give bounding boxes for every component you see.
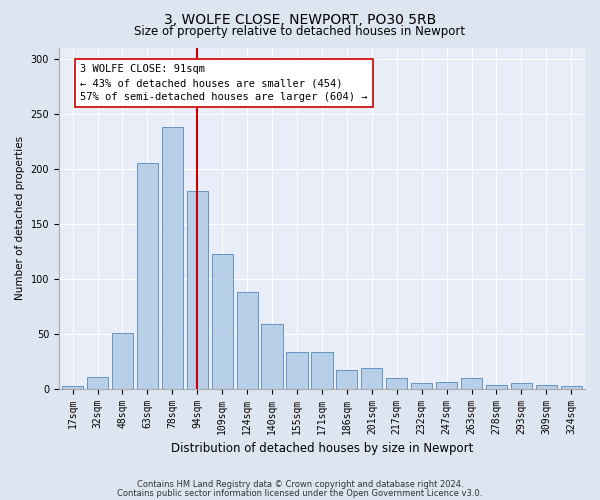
Bar — [62, 386, 83, 388]
Bar — [162, 126, 183, 388]
Bar — [511, 383, 532, 388]
Bar — [212, 254, 233, 388]
Bar — [262, 324, 283, 388]
Bar — [361, 368, 382, 388]
Bar — [87, 376, 108, 388]
Bar — [486, 386, 507, 388]
Bar — [436, 382, 457, 388]
Text: Contains public sector information licensed under the Open Government Licence v3: Contains public sector information licen… — [118, 489, 482, 498]
Bar — [286, 352, 308, 388]
Bar — [536, 386, 557, 388]
Bar — [112, 332, 133, 388]
Text: Size of property relative to detached houses in Newport: Size of property relative to detached ho… — [134, 25, 466, 38]
Bar — [336, 370, 358, 388]
Bar — [311, 352, 332, 388]
Bar — [386, 378, 407, 388]
X-axis label: Distribution of detached houses by size in Newport: Distribution of detached houses by size … — [171, 442, 473, 455]
Bar — [560, 386, 582, 388]
Text: 3, WOLFE CLOSE, NEWPORT, PO30 5RB: 3, WOLFE CLOSE, NEWPORT, PO30 5RB — [164, 12, 436, 26]
Y-axis label: Number of detached properties: Number of detached properties — [15, 136, 25, 300]
Text: Contains HM Land Registry data © Crown copyright and database right 2024.: Contains HM Land Registry data © Crown c… — [137, 480, 463, 489]
Bar — [411, 383, 432, 388]
Bar — [137, 163, 158, 388]
Bar — [461, 378, 482, 388]
Bar — [236, 292, 258, 388]
Text: 3 WOLFE CLOSE: 91sqm
← 43% of detached houses are smaller (454)
57% of semi-deta: 3 WOLFE CLOSE: 91sqm ← 43% of detached h… — [80, 64, 368, 102]
Bar — [187, 190, 208, 388]
